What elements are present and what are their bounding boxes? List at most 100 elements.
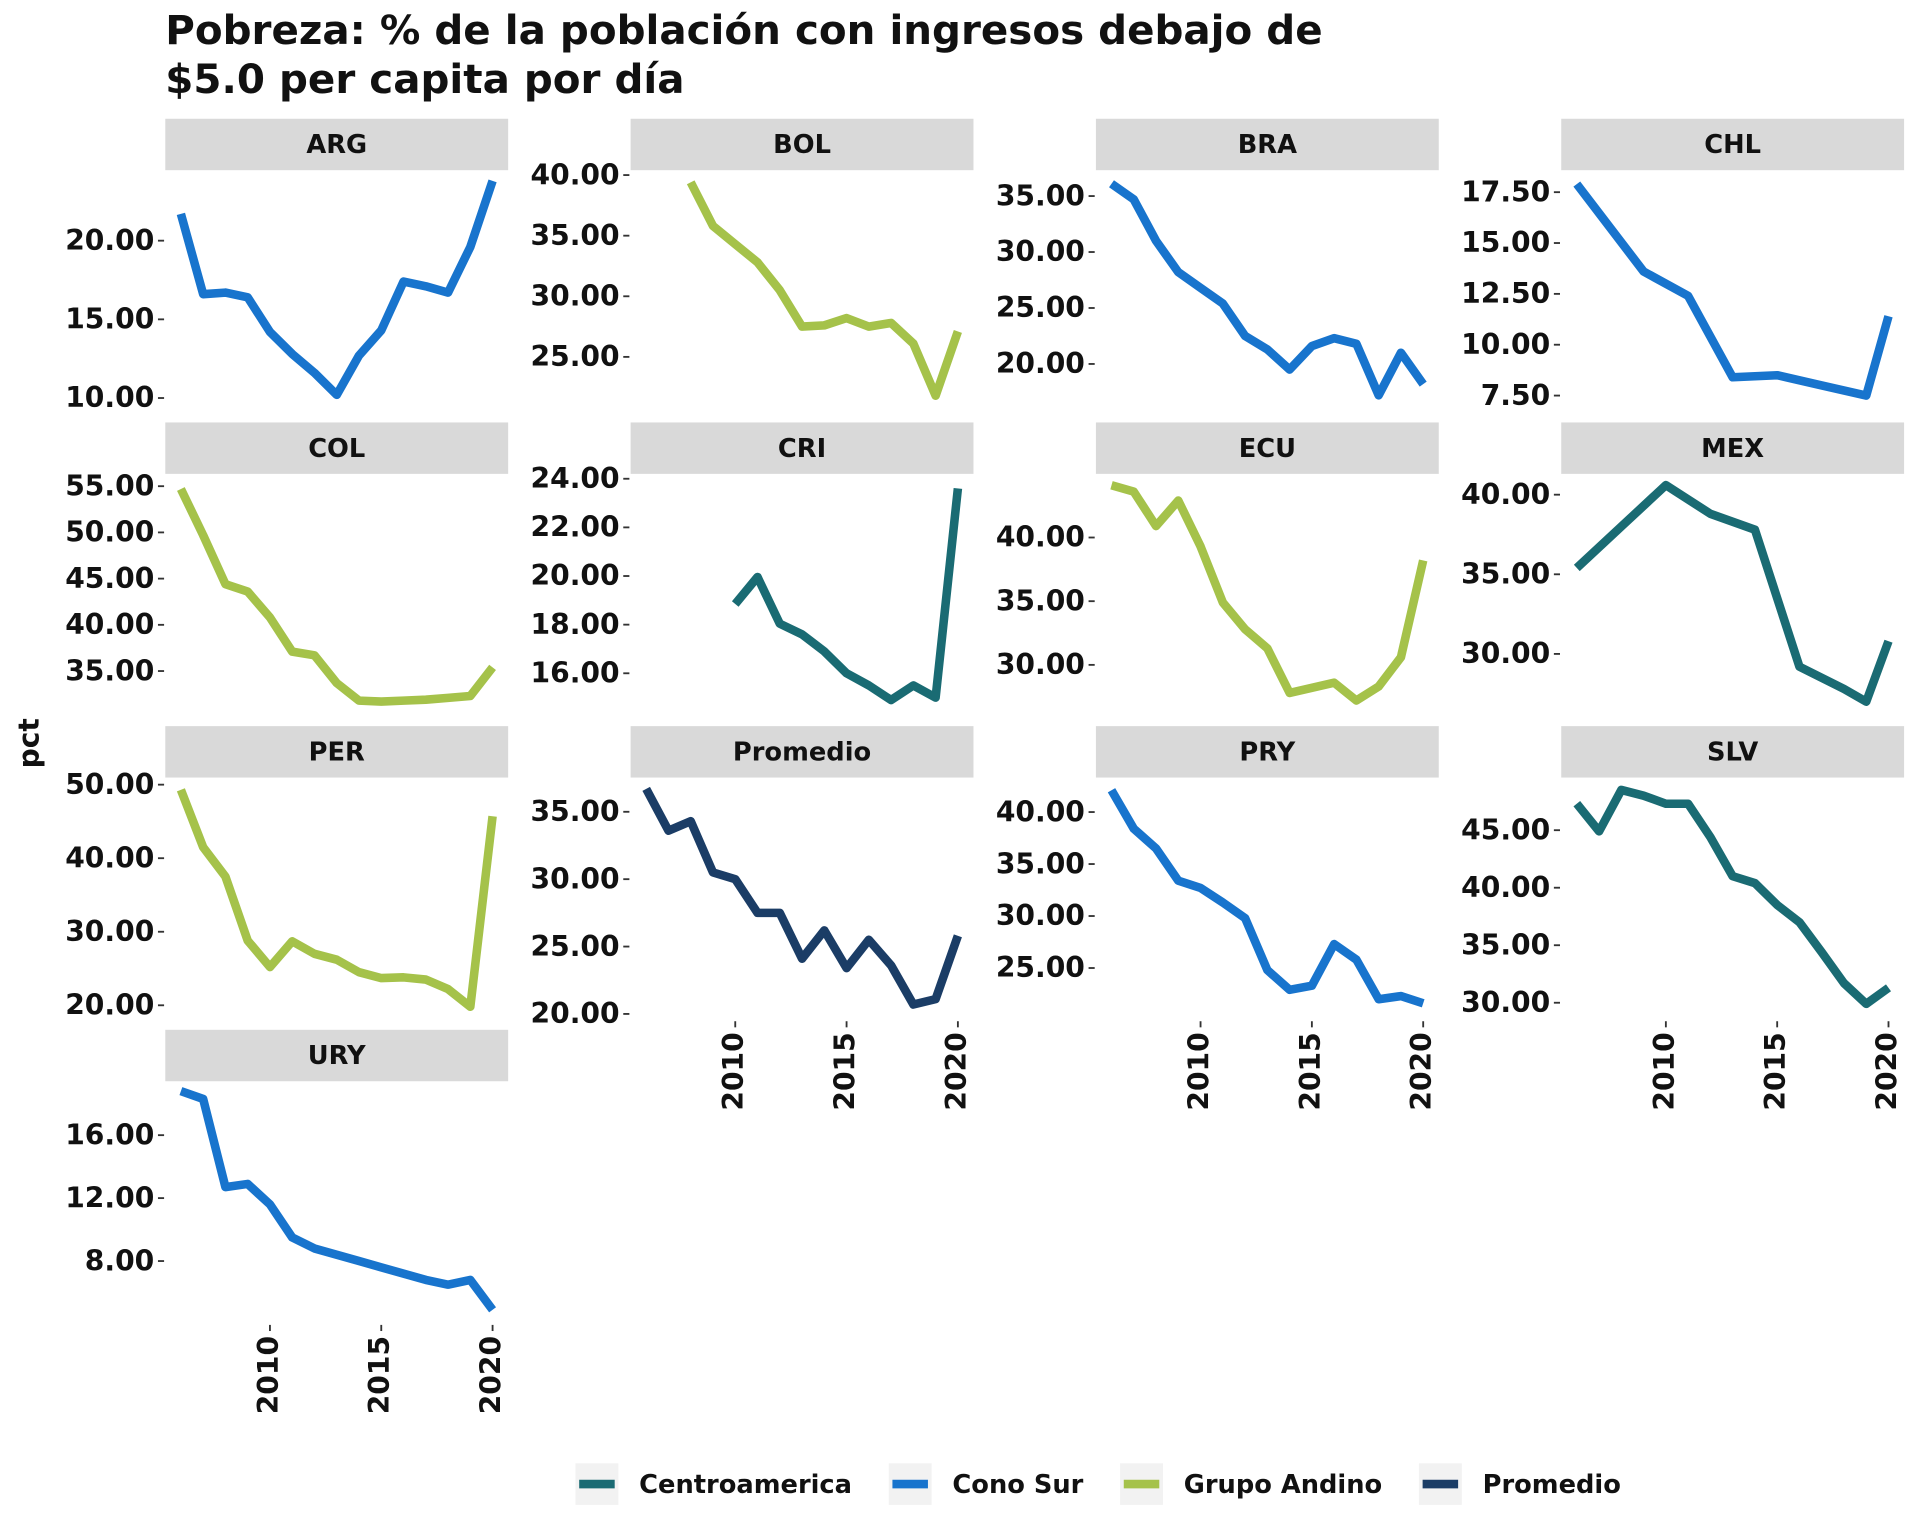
- facet-title: ARG: [306, 130, 367, 160]
- y-tick-label: 30.00: [1461, 637, 1550, 670]
- chart-title: $5.0 per capita por día: [165, 55, 684, 103]
- facet-title: Promedio: [733, 738, 871, 768]
- y-tick-label: 50.00: [65, 516, 154, 549]
- y-tick-label: 24.00: [531, 462, 620, 495]
- y-tick-label: 35.00: [996, 584, 1085, 617]
- y-tick-label: 30.00: [531, 862, 620, 895]
- facet-title: CHL: [1704, 130, 1761, 160]
- y-tick-label: 40.00: [996, 795, 1085, 828]
- data-line: [1109, 180, 1427, 400]
- x-tick-label: 2015: [363, 1336, 396, 1414]
- y-tick-label: 50.00: [65, 768, 154, 801]
- legend-label: Cono Sur: [952, 1470, 1083, 1500]
- facet-title: PRY: [1239, 738, 1295, 768]
- y-tick-label: 40.00: [65, 841, 154, 874]
- y-tick-label: 10.00: [1461, 328, 1550, 361]
- y-tick-label: 22.00: [531, 511, 620, 544]
- legend-label: Grupo Andino: [1184, 1470, 1382, 1500]
- data-line: [177, 487, 496, 706]
- y-tick-label: 35.00: [531, 219, 620, 252]
- facet-strip: [1095, 422, 1439, 474]
- y-tick-label: 40.00: [1461, 871, 1550, 904]
- chart-title: Pobreza: % de la población con ingresos …: [165, 6, 1322, 54]
- x-tick-label: 2010: [252, 1336, 285, 1414]
- facet-strip: [1095, 118, 1439, 171]
- y-tick-label: 25.00: [531, 340, 620, 373]
- y-tick-label: 30.00: [531, 280, 620, 313]
- y-tick-label: 20.00: [65, 989, 154, 1022]
- facet-strip: [165, 118, 509, 171]
- y-tick-label: 15.00: [65, 303, 154, 336]
- y-tick-label: 40.00: [65, 608, 154, 641]
- facet-title: URY: [308, 1041, 366, 1071]
- y-tick-label: 15.00: [1461, 226, 1550, 259]
- x-tick-label: 2010: [1648, 1032, 1681, 1110]
- facet-title: COL: [308, 434, 365, 464]
- x-tick-label: 2020: [1405, 1032, 1438, 1110]
- y-tick-label: 30.00: [996, 899, 1085, 932]
- y-tick-label: 12.50: [1461, 277, 1550, 310]
- y-tick-label: 30.00: [996, 648, 1085, 681]
- facet-title: CRI: [778, 434, 826, 464]
- x-tick-label: 2020: [1870, 1032, 1903, 1110]
- y-tick-label: 7.50: [1481, 379, 1550, 412]
- data-line: [1573, 181, 1893, 400]
- y-tick-label: 40.00: [996, 521, 1085, 554]
- x-tick-label: 2020: [475, 1336, 508, 1414]
- data-line: [176, 179, 497, 400]
- y-tick-label: 55.00: [65, 469, 154, 502]
- data-line: [1573, 480, 1893, 706]
- facet-strip: [630, 422, 974, 474]
- facet-strip: [630, 118, 974, 171]
- facet-title: PER: [309, 738, 365, 768]
- facet-title: ECU: [1239, 434, 1296, 464]
- y-tick-label: 35.00: [65, 654, 154, 687]
- y-tick-label: 16.00: [531, 657, 620, 690]
- y-tick-label: 18.00: [531, 608, 620, 641]
- y-tick-label: 30.00: [65, 915, 154, 948]
- data-line: [731, 488, 963, 705]
- y-tick-label: 30.00: [1461, 986, 1550, 1019]
- y-axis-label: pct: [13, 718, 46, 768]
- y-tick-label: 25.00: [996, 291, 1085, 324]
- data-line: [686, 180, 962, 400]
- data-line: [1107, 788, 1425, 1008]
- y-tick-label: 40.00: [531, 158, 620, 191]
- y-tick-label: 35.00: [1461, 558, 1550, 591]
- y-tick-label: 12.00: [65, 1181, 154, 1214]
- y-tick-label: 20.00: [996, 347, 1085, 380]
- y-tick-label: 25.00: [996, 951, 1085, 984]
- data-line: [176, 788, 497, 1012]
- y-tick-label: 8.00: [85, 1244, 154, 1277]
- x-tick-label: 2015: [829, 1032, 862, 1110]
- facet-strip: [165, 422, 509, 474]
- legend-label: Promedio: [1483, 1470, 1621, 1500]
- data-line: [642, 786, 962, 1009]
- facet-strip: [165, 726, 509, 778]
- x-tick-label: 2015: [1294, 1032, 1327, 1110]
- y-tick-label: 20.00: [65, 224, 154, 257]
- x-tick-label: 2010: [1183, 1032, 1216, 1110]
- facet-title: BRA: [1238, 130, 1297, 160]
- data-line: [179, 1087, 497, 1313]
- facet-title: MEX: [1701, 434, 1764, 464]
- facet-title: SLV: [1707, 738, 1758, 768]
- x-tick-label: 2020: [940, 1032, 973, 1110]
- facet-strip: [1095, 726, 1439, 778]
- y-tick-label: 45.00: [65, 562, 154, 595]
- y-tick-label: 20.00: [531, 997, 620, 1030]
- y-tick-label: 35.00: [1461, 928, 1550, 961]
- facet-title: BOL: [773, 130, 831, 160]
- y-tick-label: 40.00: [1461, 478, 1550, 511]
- y-tick-label: 35.00: [531, 795, 620, 828]
- y-tick-label: 35.00: [996, 179, 1085, 212]
- legend-label: Centroamerica: [639, 1470, 852, 1500]
- y-tick-label: 30.00: [996, 235, 1085, 268]
- x-tick-label: 2015: [1759, 1032, 1792, 1110]
- y-tick-label: 35.00: [996, 847, 1085, 880]
- facet-strip: [1561, 422, 1905, 474]
- y-tick-label: 20.00: [531, 559, 620, 592]
- data-line: [1573, 785, 1892, 1009]
